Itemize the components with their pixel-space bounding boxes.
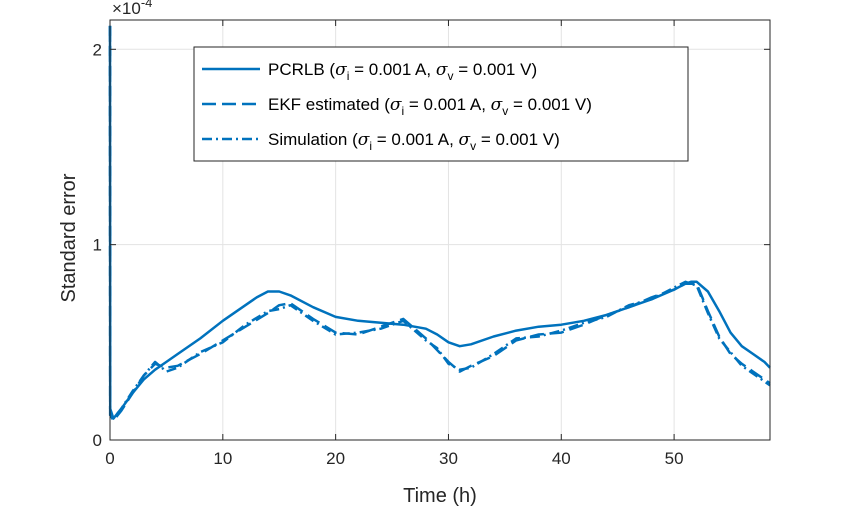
series-line-dashed bbox=[108, 25, 771, 422]
x-tick-label: 0 bbox=[105, 449, 114, 468]
legend-entry: EKF estimated (σi = 0.001 A, σv = 0.001 … bbox=[268, 95, 592, 118]
y-tick-label: 1 bbox=[93, 236, 102, 255]
x-tick-label: 40 bbox=[552, 449, 571, 468]
y-tick-label: 2 bbox=[93, 40, 102, 59]
series-layer bbox=[108, 25, 771, 422]
series-line-solid bbox=[108, 25, 771, 420]
series-line-dashdot bbox=[108, 25, 771, 420]
x-tick-label: 10 bbox=[213, 449, 232, 468]
x-tick-label: 20 bbox=[326, 449, 345, 468]
x-tick-label: 50 bbox=[665, 449, 684, 468]
legend-box bbox=[193, 46, 689, 162]
x-tick-label: 30 bbox=[439, 449, 458, 468]
ticks: 0 10 20 30 40 50 0 1 2 bbox=[93, 20, 770, 468]
legend: PCRLB (σi = 0.001 A, σv = 0.001 V) EKF es… bbox=[193, 46, 689, 162]
plot-frame bbox=[109, 19, 771, 441]
legend-entry: PCRLB (σi = 0.001 A, σv = 0.001 V) bbox=[268, 60, 537, 83]
x-axis-label: Time (h) bbox=[403, 485, 477, 507]
y-tick-label: 0 bbox=[93, 431, 102, 450]
y-exponent-label: ×10-4 bbox=[112, 0, 152, 18]
y-axis-label: Standard error bbox=[58, 173, 80, 302]
legend-entry: Simulation (σi = 0.001 A, σv = 0.001 V) bbox=[268, 130, 560, 153]
